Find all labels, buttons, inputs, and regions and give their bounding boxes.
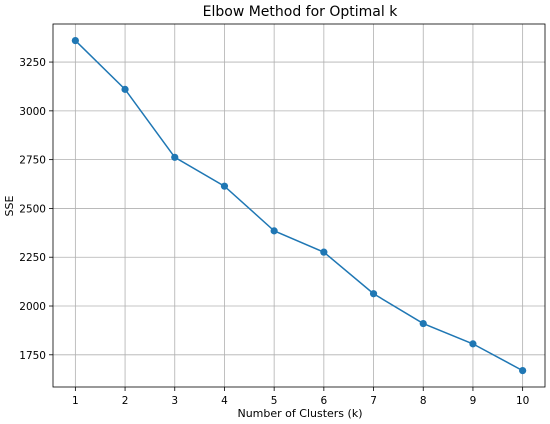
x-tick-label: 4 [221, 395, 228, 407]
y-tick-label: 2250 [19, 252, 46, 264]
x-tick-label: 7 [370, 395, 377, 407]
data-point [171, 153, 179, 161]
y-tick-label: 2500 [19, 203, 46, 215]
x-axis-label: Number of Clusters (k) [237, 407, 362, 420]
chart-title: Elbow Method for Optimal k [203, 4, 399, 20]
data-point [220, 182, 229, 190]
x-tick-label: 6 [321, 395, 328, 407]
series-line [74, 40, 523, 372]
x-tick-label: 1 [72, 395, 79, 407]
y-tick-label: 3250 [19, 57, 46, 69]
data-point [469, 340, 477, 348]
plot-area-frame [52, 23, 546, 388]
series-layer [71, 36, 527, 375]
x-tick-label: 9 [470, 395, 477, 407]
x-axis-ticks: 1 2 3 4 5 6 7 8 9 10 [72, 387, 529, 407]
data-point [320, 248, 328, 256]
x-tick-label: 3 [171, 395, 178, 407]
x-tick-label: 2 [122, 395, 129, 407]
data-point [71, 36, 79, 45]
x-tick-label: 5 [271, 395, 278, 407]
x-tick-label: 8 [420, 395, 427, 407]
y-axis-label: SSE [3, 195, 16, 216]
data-point [270, 227, 278, 235]
data-point [121, 85, 129, 93]
x-tick-label: 10 [516, 395, 529, 407]
data-point [369, 290, 378, 298]
y-tick-label: 2750 [19, 155, 46, 167]
grid-layer [53, 24, 545, 387]
y-axis-ticks: 1750 2000 2250 2500 2750 3000 3250 [19, 57, 53, 362]
data-point [519, 367, 527, 375]
y-tick-label: 1750 [19, 350, 46, 362]
y-tick-label: 2000 [19, 301, 46, 313]
data-point [419, 319, 427, 328]
y-tick-label: 3000 [19, 106, 46, 118]
